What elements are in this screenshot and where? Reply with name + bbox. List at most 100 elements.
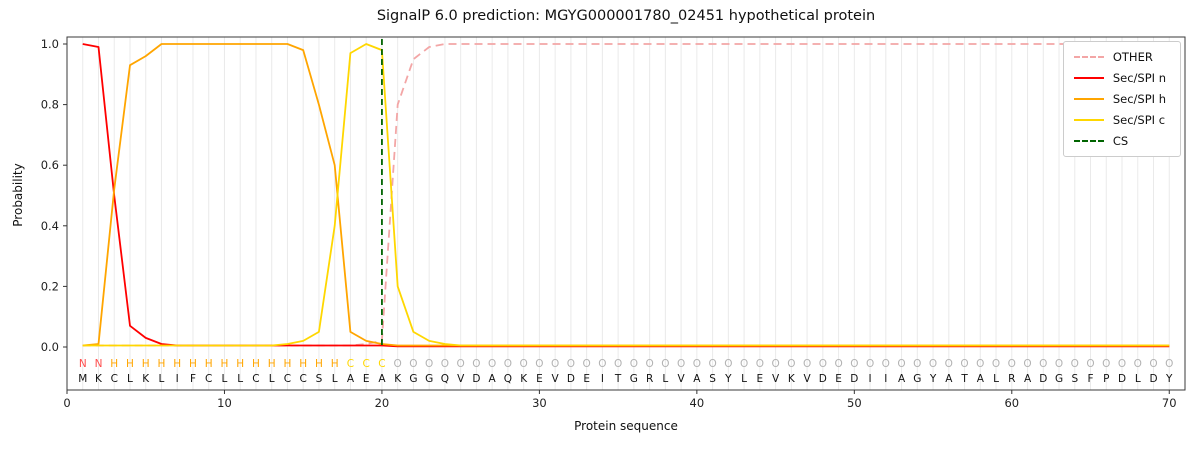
region-letter: N — [95, 358, 103, 370]
plot-border — [66, 36, 1186, 391]
sequence-letter: R — [646, 373, 653, 385]
region-letter: H — [221, 358, 229, 370]
region-letter: H — [173, 358, 181, 370]
region-letter: O — [787, 358, 795, 370]
region-letter: O — [771, 358, 779, 370]
region-letter: O — [929, 358, 937, 370]
sequence-letter: G — [409, 373, 417, 385]
x-tick-label: 10 — [217, 396, 232, 410]
sequence-letter: K — [95, 373, 103, 385]
region-letter: O — [504, 358, 512, 370]
region-letter: O — [1039, 358, 1047, 370]
legend-label: CS — [1112, 134, 1129, 148]
region-letter: O — [992, 358, 1000, 370]
region-letter: H — [126, 358, 134, 370]
legend-label: Sec/SPI n — [1112, 71, 1166, 85]
sequence-letter: A — [1024, 373, 1032, 385]
y-tick-label: 0.8 — [41, 98, 59, 112]
sequence-letter: L — [127, 373, 133, 385]
sequence-letter: L — [237, 373, 243, 385]
sequence-letter: I — [176, 373, 179, 385]
region-letter: O — [1086, 358, 1094, 370]
sequence-letter: G — [630, 373, 638, 385]
legend-item-sec-spi-h: Sec/SPI h — [1073, 92, 1166, 106]
sequence-letter: P — [1103, 373, 1109, 385]
region-letter: H — [110, 358, 118, 370]
legend-line-sample — [1073, 98, 1104, 100]
x-axis-label: Protein sequence — [574, 419, 678, 433]
sequence-letter: L — [159, 373, 165, 385]
sequence-letter: C — [300, 373, 307, 385]
sequence-letter: V — [457, 373, 465, 385]
region-letter: N — [79, 358, 87, 370]
sequence-letter: T — [960, 373, 968, 385]
legend-line-sample — [1073, 77, 1104, 79]
region-letter: O — [598, 358, 606, 370]
region-letter: O — [1023, 358, 1031, 370]
sequence-letter: I — [869, 373, 872, 385]
region-letter: O — [1149, 358, 1157, 370]
region-letter: O — [740, 358, 748, 370]
region-letter: O — [425, 358, 433, 370]
sequence-letter: L — [993, 373, 999, 385]
region-letter: H — [236, 358, 244, 370]
region-letter: O — [630, 358, 638, 370]
sequence-letter: E — [757, 373, 764, 385]
sequence-letter: F — [1087, 373, 1093, 385]
region-letter: O — [756, 358, 764, 370]
sequence-letter: Y — [929, 373, 937, 385]
region-letter: O — [1102, 358, 1110, 370]
legend-item-sec-spi-c: Sec/SPI c — [1073, 113, 1166, 127]
region-letter: O — [583, 358, 591, 370]
region-letter: O — [708, 358, 716, 370]
sequence-letter: C — [252, 373, 259, 385]
region-letter: O — [913, 358, 921, 370]
sequence-letter: I — [884, 373, 887, 385]
region-letter: O — [1134, 358, 1142, 370]
series-line-sec-spi-c — [82, 43, 1170, 347]
legend-item-sec-spi-n: Sec/SPI n — [1073, 71, 1166, 85]
y-tick-label: 1.0 — [41, 37, 59, 51]
sequence-letter: C — [205, 373, 212, 385]
residue-gridlines — [82, 37, 1170, 390]
sequence-letter: C — [284, 373, 291, 385]
series-line-other — [82, 43, 1170, 347]
region-letter: O — [409, 358, 417, 370]
region-letter: O — [520, 358, 528, 370]
sequence-letter: L — [332, 373, 338, 385]
y-tick-label: 0.4 — [41, 219, 59, 233]
region-letter: O — [1165, 358, 1173, 370]
legend-line-sample — [1073, 140, 1104, 142]
region-letter: O — [945, 358, 953, 370]
sequence-letter: S — [709, 373, 716, 385]
region-letter: O — [1118, 358, 1126, 370]
region-letter: O — [551, 358, 559, 370]
sequence-letter: F — [190, 373, 196, 385]
region-letter: O — [1055, 358, 1063, 370]
x-tick-label: 60 — [1004, 396, 1019, 410]
region-letter: O — [882, 358, 890, 370]
region-letter: O — [1008, 358, 1016, 370]
sequence-letter: A — [693, 373, 701, 385]
region-letter: C — [363, 358, 370, 370]
region-letter: O — [441, 358, 449, 370]
region-letter: O — [488, 358, 496, 370]
sequence-letter: A — [378, 373, 386, 385]
region-letter: O — [834, 358, 842, 370]
region-letter: C — [378, 358, 385, 370]
region-letter: H — [331, 358, 339, 370]
sequence-letter: V — [678, 373, 686, 385]
region-letter: O — [803, 358, 811, 370]
legend-label: OTHER — [1112, 50, 1153, 64]
sequence-letter: A — [977, 373, 985, 385]
region-letter: O — [472, 358, 480, 370]
x-tick-label: 0 — [63, 396, 70, 410]
chart-title: SignalP 6.0 prediction: MGYG000001780_02… — [376, 8, 876, 24]
region-letter: O — [614, 358, 622, 370]
series-line-sec-spi-h — [82, 43, 1170, 347]
sequence-letter: M — [78, 373, 87, 385]
sequence-letter: E — [835, 373, 842, 385]
y-tick-label: 0.6 — [41, 158, 59, 172]
